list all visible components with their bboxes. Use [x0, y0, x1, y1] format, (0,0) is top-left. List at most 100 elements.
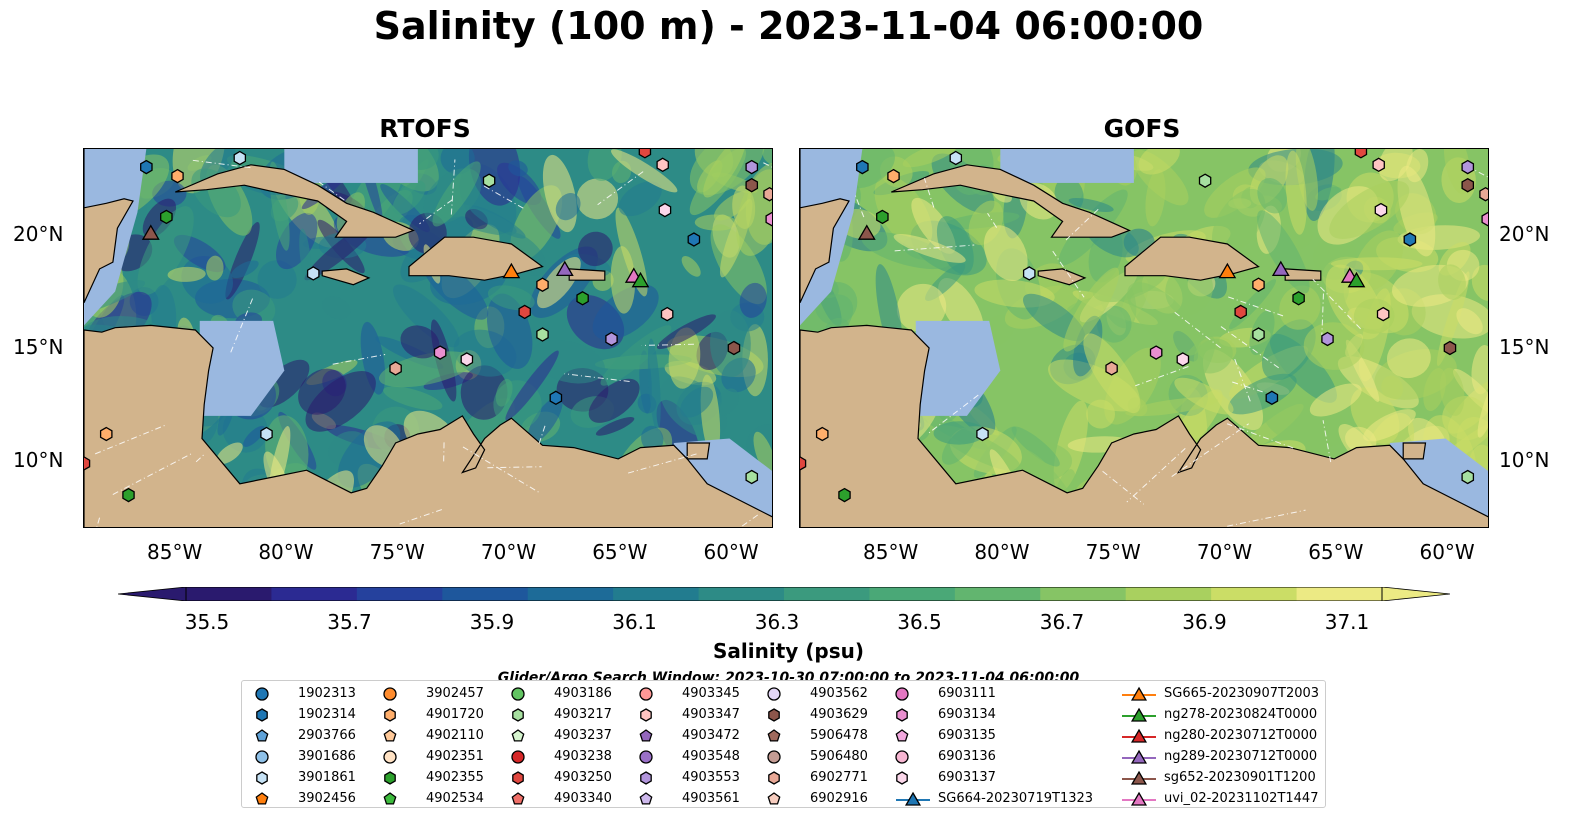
panel-title-gofs: GOFS — [1103, 114, 1181, 143]
legend-symbol — [383, 729, 397, 742]
float-marker — [949, 150, 963, 166]
float-marker — [1479, 186, 1488, 202]
legend-label: 4903629 — [810, 707, 868, 722]
float-marker — [1321, 331, 1334, 347]
float-marker — [638, 149, 652, 159]
legend-symbol — [640, 771, 652, 785]
float-marker — [482, 173, 496, 188]
legend-symbol — [639, 687, 653, 701]
x-tick-label: 70°W — [480, 540, 537, 564]
colorbar-tick-label: 37.1 — [1324, 610, 1370, 634]
float-marker — [660, 306, 674, 322]
legend-label: ng278-20230824T0000 — [1164, 707, 1318, 722]
y-tick-label-left: 10°N — [13, 448, 64, 473]
y-tick-label-right: 20°N — [1499, 221, 1550, 246]
island — [1037, 268, 1087, 286]
legend-label: 3901686 — [298, 749, 356, 764]
legend-triangle — [1130, 749, 1148, 764]
legend-label: ng280-20230712T0000 — [1164, 728, 1318, 743]
legend-label: 4903561 — [682, 791, 740, 806]
float-marker — [745, 469, 759, 485]
legend-marker — [383, 792, 397, 805]
legend-symbol — [256, 771, 268, 785]
legend-marker — [511, 750, 525, 764]
colorbar-segment — [698, 587, 785, 601]
x-tick-label: 65°W — [592, 540, 648, 564]
float-marker — [160, 209, 173, 225]
colorbar — [118, 587, 1450, 601]
legend-triangle — [1130, 686, 1148, 701]
legend-marker — [255, 687, 269, 701]
legend-label: SG664-20230719T1323 — [938, 791, 1094, 806]
legend-label: 4903562 — [810, 686, 868, 701]
legend-marker — [639, 792, 653, 805]
glider-marker — [502, 262, 521, 279]
legend-label: 4903238 — [554, 749, 612, 764]
float-marker — [1022, 266, 1036, 281]
map-panel-gofs[interactable] — [799, 148, 1489, 528]
legend-marker — [384, 708, 396, 722]
legend-symbol — [256, 708, 268, 722]
float-marker — [1376, 306, 1390, 322]
x-tick-label: 70°W — [1196, 540, 1253, 564]
float-marker — [887, 168, 900, 184]
float-marker — [838, 487, 851, 503]
landmass — [800, 324, 1488, 527]
float-marker — [727, 340, 741, 356]
legend-label: 6902771 — [810, 770, 868, 785]
float-marker — [605, 331, 618, 347]
x-tick-label: 85°W — [863, 540, 919, 564]
colorbar-tick-label: 35.7 — [327, 610, 372, 634]
float-marker — [576, 291, 589, 306]
float-marker — [856, 159, 869, 175]
float-marker — [171, 168, 184, 184]
float-marker — [549, 390, 563, 406]
legend-symbol — [895, 729, 909, 742]
legend-marker — [896, 791, 930, 806]
legend-symbol — [767, 687, 781, 701]
legend-label: 4903340 — [554, 791, 612, 806]
float-marker — [1292, 291, 1305, 306]
legend-marker — [768, 708, 780, 722]
legend-marker — [511, 687, 525, 701]
legend-marker — [895, 750, 909, 764]
legend-symbol — [511, 687, 525, 701]
legend-symbol — [639, 750, 653, 764]
legend-label: 6903137 — [938, 770, 996, 785]
colorbar-segment — [442, 587, 529, 601]
float-marker — [800, 456, 807, 471]
map-panel-rtofs[interactable] — [83, 148, 773, 528]
float-marker — [1461, 159, 1475, 175]
float-marker — [1443, 340, 1457, 356]
float-marker — [1176, 352, 1190, 367]
legend-marker — [256, 771, 268, 785]
colorbar-tick-label: 35.9 — [469, 610, 515, 634]
float-marker — [765, 211, 772, 227]
legend-marker — [767, 750, 781, 764]
legend-symbol — [767, 729, 781, 742]
legend-symbol — [255, 750, 269, 764]
x-tick-label: 85°W — [147, 540, 203, 564]
legend-symbol — [511, 792, 525, 805]
x-tick-label: 65°W — [1308, 540, 1364, 564]
float-marker — [1461, 177, 1475, 193]
glider-marker — [141, 224, 160, 240]
legend-symbol — [640, 708, 652, 722]
float-marker — [976, 426, 989, 442]
float-marker — [1461, 469, 1475, 485]
float-marker — [763, 186, 772, 202]
legend-marker — [640, 771, 652, 785]
float-marker — [536, 277, 549, 292]
x-tick-label: 75°W — [1085, 540, 1141, 564]
legend-symbol — [768, 708, 780, 722]
legend-symbol — [255, 792, 269, 805]
legend-marker — [1122, 686, 1156, 701]
y-tick-label-right: 10°N — [1499, 448, 1550, 473]
colorbar-segment — [356, 587, 443, 601]
float-marker — [745, 159, 759, 175]
island — [568, 268, 606, 281]
colorbar-tick-label: 36.1 — [612, 610, 657, 634]
y-tick-label-right: 15°N — [1499, 335, 1550, 360]
legend-marker — [384, 771, 396, 785]
x-tick-label: 80°W — [974, 540, 1030, 564]
